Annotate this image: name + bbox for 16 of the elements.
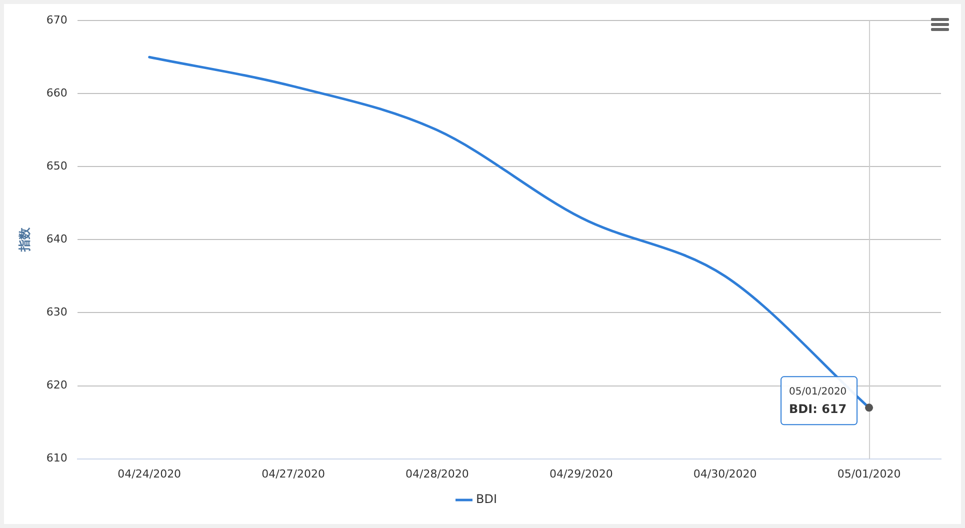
y-tick-label: 610 [46,452,68,465]
x-tick-label: 04/24/2020 [118,467,182,480]
x-tick-label: 04/28/2020 [406,467,469,480]
y-axis-title: 指数 [17,226,32,253]
x-tick-label: 04/30/2020 [693,467,757,480]
x-tick-label: 04/27/2020 [262,467,325,480]
y-tick-label: 660 [46,86,68,100]
x-tick-label: 04/29/2020 [549,467,613,480]
x-tick-label: 05/01/2020 [837,467,901,480]
y-tick-label: 620 [46,378,68,392]
annotation: 05/01/2020 BDI: 617 [789,386,847,416]
y-tick-label: 640 [46,232,68,246]
y-tick-label: 650 [46,160,68,173]
y-tick-label: 670 [46,13,68,26]
legend-label: BDI [476,492,498,506]
y-tick-label: 630 [46,306,68,319]
